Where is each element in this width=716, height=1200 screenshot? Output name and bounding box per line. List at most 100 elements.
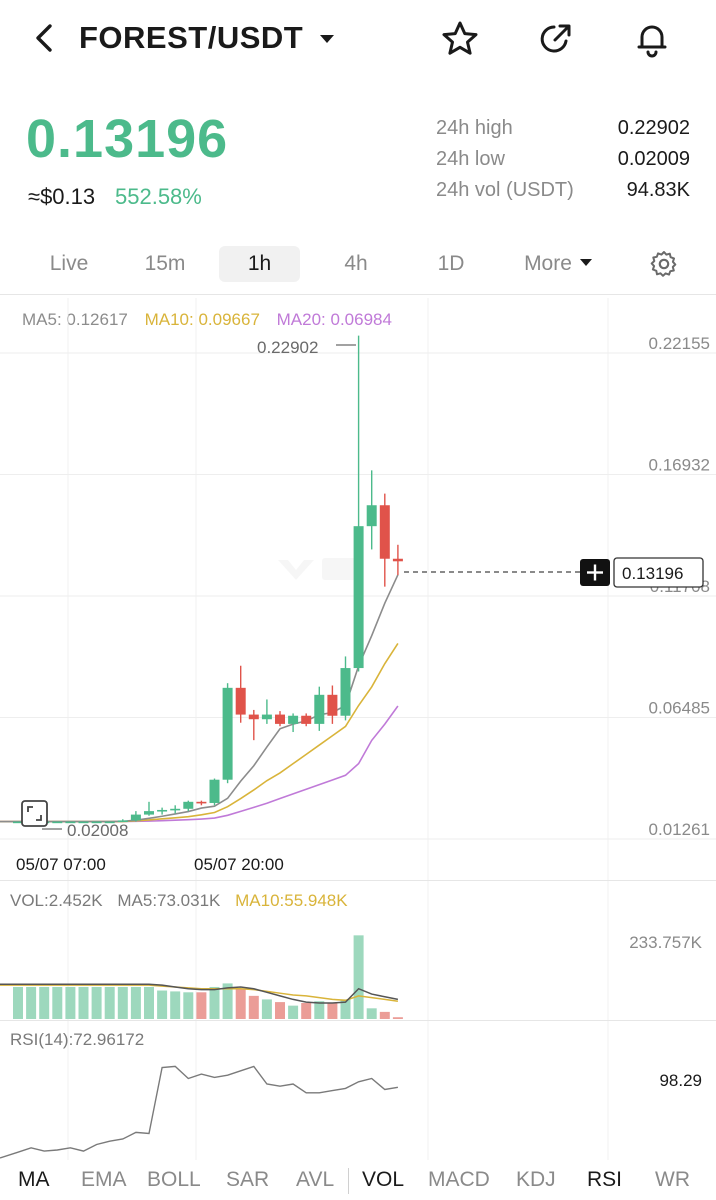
volume-bar	[340, 999, 351, 1019]
indicator-separator	[348, 1168, 349, 1194]
indicator-ema[interactable]: EMA	[81, 1168, 127, 1191]
stat-high-label: 24h high	[436, 117, 513, 139]
stat-volume-value: 94.83K	[626, 179, 690, 201]
indicator-wr[interactable]: WR	[655, 1168, 690, 1191]
volume-ma10-line	[0, 984, 399, 1002]
stat-low-value: 0.02009	[617, 148, 690, 170]
time-axis-tick: 05/07 20:00	[194, 855, 284, 874]
volume-bar	[366, 1008, 377, 1019]
volume-bar	[327, 1002, 338, 1019]
divider-rsi	[0, 1020, 716, 1021]
volume-bar	[196, 992, 207, 1019]
price-change-percent: 552.58%	[115, 184, 202, 209]
fullscreen-icon[interactable]	[21, 800, 48, 827]
tab-15m[interactable]: 15m	[144, 252, 186, 275]
vol-legend-ma10: MA10:55.948K	[235, 891, 348, 910]
candle	[327, 685, 338, 724]
indicator-sar[interactable]: SAR	[226, 1168, 270, 1191]
bell-icon[interactable]	[632, 19, 672, 59]
price-axis-tick: 0.16932	[649, 455, 710, 474]
pair-title[interactable]: FOREST/USDT	[79, 20, 304, 55]
rsi-legend: RSI(14):72.96172	[10, 1030, 145, 1049]
min-price-label: 0.02008	[67, 821, 128, 840]
more-caret-icon	[579, 258, 592, 266]
candle	[104, 821, 115, 824]
candle	[52, 821, 63, 824]
candle	[288, 713, 299, 733]
volume-chart: 233.757K	[0, 933, 703, 1019]
watermark-logo-icon	[278, 558, 362, 580]
candles	[13, 335, 403, 824]
chart-grid	[0, 298, 716, 1160]
share-icon[interactable]	[536, 19, 576, 59]
stat-low-label: 24h low	[436, 148, 505, 170]
indicator-rsi[interactable]: RSI	[587, 1168, 623, 1191]
candle	[183, 800, 194, 812]
last-price: 0.13196	[26, 109, 229, 169]
stat-high: 24h high 0.22902	[436, 117, 690, 148]
indicator-vol[interactable]: VOL	[362, 1168, 405, 1191]
indicator-kdj[interactable]: KDJ	[516, 1168, 556, 1191]
rsi-line	[0, 1065, 399, 1159]
candle	[117, 819, 128, 823]
volume-bar	[144, 986, 154, 1019]
candle	[170, 805, 181, 814]
volume-axis-max: 233.757K	[629, 933, 702, 952]
candle	[78, 821, 89, 824]
ma10-line	[0, 642, 399, 823]
candle	[65, 821, 76, 824]
price-axis-tick: 0.06485	[649, 698, 710, 717]
24h-stats: 24h high 0.22902 24h low 0.02009 24h vol…	[436, 117, 690, 210]
indicator-tabs: MA EMA BOLL SAR AVL VOL MACD KDJ RSI WR	[0, 1162, 716, 1200]
candle	[340, 656, 351, 721]
volume-bar	[288, 1005, 299, 1019]
tab-1d[interactable]: 1D	[437, 252, 465, 275]
volume-bar	[183, 992, 194, 1019]
tab-4h[interactable]: 4h	[344, 252, 368, 275]
rsi-chart: 98.29	[0, 1065, 702, 1159]
candle	[91, 821, 102, 824]
tab-live[interactable]: Live	[49, 252, 89, 275]
candle	[353, 335, 364, 672]
price-axis-tick: 0.22155	[649, 334, 710, 353]
divider-top	[0, 294, 716, 295]
indicator-boll[interactable]: BOLL	[147, 1168, 201, 1191]
volume-legend: VOL:2.452K MA5:73.031K MA10:55.948K	[10, 891, 358, 911]
candle	[275, 711, 285, 727]
fiat-price: ≈$0.13	[28, 184, 96, 209]
stat-volume: 24h vol (USDT) 94.83K	[436, 179, 690, 210]
volume-bar	[157, 990, 168, 1019]
dropdown-caret-icon[interactable]	[316, 28, 338, 50]
gear-icon[interactable]	[648, 248, 680, 280]
volume-bar	[248, 995, 259, 1019]
tab-more[interactable]: More	[508, 246, 608, 282]
ma10-legend: MA10: 0.09667	[144, 310, 260, 329]
volume-bar	[78, 986, 89, 1019]
volume-bar	[301, 1002, 312, 1019]
candle	[144, 801, 154, 816]
candle	[157, 807, 168, 815]
indicator-macd[interactable]: MACD	[428, 1168, 490, 1191]
add-alert-button[interactable]	[580, 559, 610, 586]
tab-more-label: More	[524, 252, 572, 275]
indicator-avl[interactable]: AVL	[296, 1168, 335, 1191]
back-arrow-icon[interactable]	[30, 18, 64, 58]
indicator-ma[interactable]: MA	[18, 1168, 50, 1191]
stat-high-value: 0.22902	[617, 117, 690, 139]
candle	[366, 470, 377, 550]
stat-volume-label: 24h vol (USDT)	[436, 179, 574, 201]
candle	[314, 686, 325, 731]
volume-bar	[275, 1002, 285, 1019]
candle	[261, 699, 272, 724]
candle	[248, 709, 259, 741]
rsi-axis-value: 98.29	[659, 1071, 702, 1090]
volume-bar	[314, 1001, 325, 1019]
volume-bar	[209, 986, 220, 1019]
stat-low: 24h low 0.02009	[436, 148, 690, 179]
star-icon[interactable]	[440, 19, 480, 59]
volume-bar	[261, 999, 272, 1019]
tab-1h[interactable]: 1h	[219, 246, 300, 282]
candle	[130, 811, 141, 822]
candle	[13, 821, 23, 824]
